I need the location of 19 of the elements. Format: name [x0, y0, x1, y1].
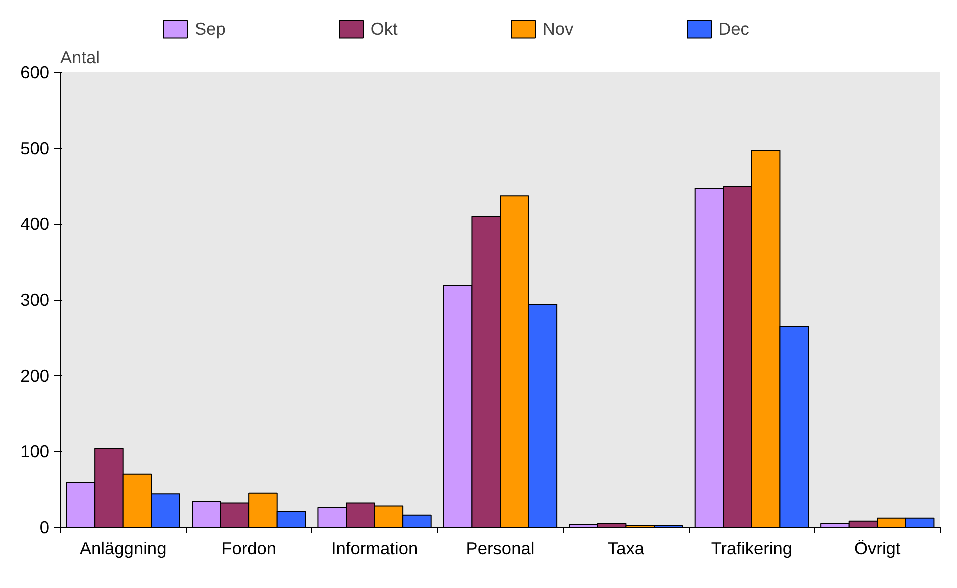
y-tick-label: 100 [20, 442, 50, 462]
x-tick-label: Personal [466, 538, 535, 558]
y-tick-label: 600 [20, 62, 50, 82]
y-tick-label: 300 [20, 290, 50, 310]
legend-label: Dec [718, 18, 750, 40]
x-tick-label: Trafikering [711, 538, 793, 558]
y-tick-label: 500 [20, 138, 50, 158]
legend-label: Nov [542, 18, 574, 40]
x-tick-label: Övrigt [854, 538, 901, 558]
y-axis-title: Antal [60, 48, 100, 68]
x-tick-label: Fordon [222, 538, 277, 558]
x-tick-label: Information [331, 538, 418, 558]
x-tick-label: Taxa [608, 538, 645, 558]
y-tick-label: 400 [20, 214, 50, 234]
legend-label: Okt [370, 18, 398, 40]
y-tick-label: 0 [40, 518, 50, 538]
x-tick-label: Anläggning [80, 538, 167, 558]
legend-label: Sep [195, 18, 226, 40]
y-tick-label: 200 [20, 366, 50, 386]
